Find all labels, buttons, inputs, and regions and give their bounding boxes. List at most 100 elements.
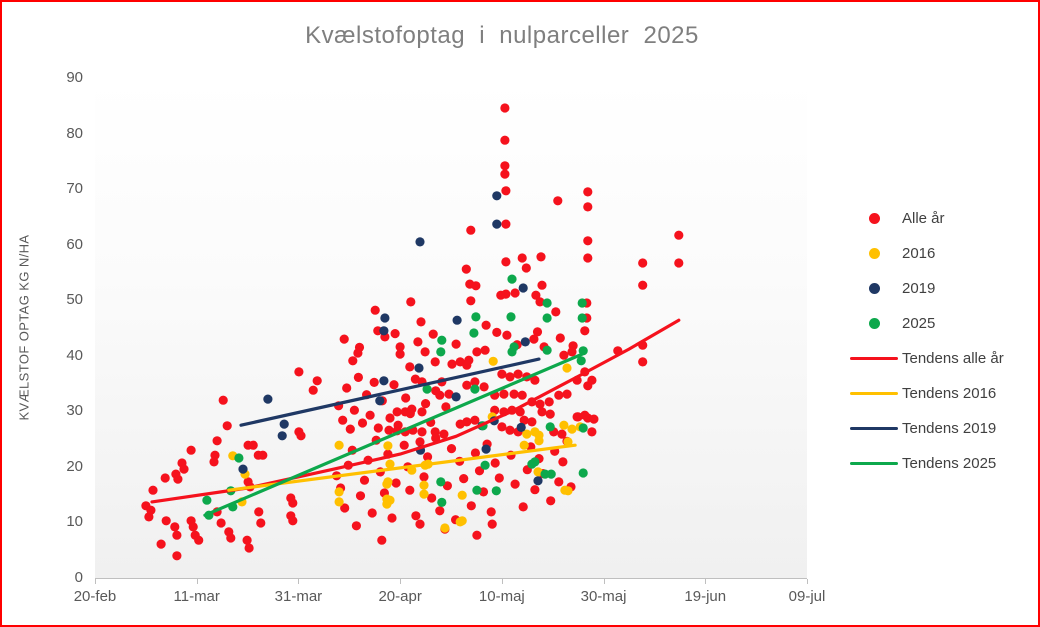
scatter-point <box>520 337 530 347</box>
scatter-point <box>379 376 389 386</box>
scatter-point <box>533 476 543 486</box>
legend-line-icon <box>848 392 900 395</box>
scatter-point <box>500 161 510 171</box>
scatter-point <box>513 369 523 379</box>
scatter-point <box>423 452 433 462</box>
scatter-point <box>530 485 540 495</box>
scatter-point <box>357 418 368 428</box>
scatter-point <box>522 429 532 439</box>
dot-marker <box>868 283 880 294</box>
scatter-point <box>501 186 511 196</box>
scatter-point <box>369 377 379 387</box>
scatter-point <box>510 479 520 489</box>
legend-line-icon <box>848 462 900 465</box>
scatter-point <box>146 505 156 515</box>
x-tick-label: 20-apr <box>378 588 422 605</box>
y-tick-label: 80 <box>66 124 83 142</box>
scatter-point <box>542 345 552 355</box>
scatter-point <box>382 479 392 489</box>
scatter-point <box>254 507 264 517</box>
scatter-point <box>519 440 529 450</box>
scatter-point <box>345 424 355 434</box>
x-tick-label: 11-mar <box>173 588 220 605</box>
y-tick-label: 40 <box>66 346 83 364</box>
scatter-point <box>563 437 573 447</box>
y-tick-label: 90 <box>66 69 83 86</box>
scatter-point <box>383 441 393 451</box>
scatter-point <box>296 431 306 441</box>
scatter-point <box>338 415 348 425</box>
scatter-point <box>415 519 425 529</box>
scatter-point <box>405 409 415 419</box>
scatter-point <box>501 257 511 267</box>
legend-item: Tendens 2019 <box>848 411 1004 446</box>
legend-dot-icon <box>848 248 900 259</box>
scatter-point <box>226 533 236 543</box>
x-tick-label: 10-maj <box>478 588 525 605</box>
legend-item: 2016 <box>848 236 1004 271</box>
scatter-point <box>365 410 375 420</box>
scatter-point <box>490 458 500 468</box>
scatter-point <box>359 475 370 485</box>
scatter-point <box>212 436 222 446</box>
scatter-point <box>638 280 648 290</box>
scatter-point <box>294 367 304 377</box>
scatter-point <box>535 399 545 409</box>
scatter-point <box>431 386 441 396</box>
scatter-point <box>472 485 482 495</box>
scatter-point <box>415 437 425 447</box>
legend-label: Alle år <box>902 210 945 227</box>
scatter-point <box>170 522 180 532</box>
plot-area-background <box>95 78 807 579</box>
scatter-point <box>342 383 352 393</box>
scatter-point <box>160 473 170 483</box>
scatter-point <box>437 497 447 507</box>
x-tick-label: 30-maj <box>580 588 627 605</box>
scatter-point <box>674 230 684 240</box>
scatter-point <box>472 347 482 357</box>
scatter-point <box>545 409 555 419</box>
scatter-point <box>413 337 423 347</box>
scatter-point <box>497 369 507 379</box>
scatter-point <box>534 436 544 446</box>
scatter-point <box>471 312 481 322</box>
scatter-point <box>535 297 545 307</box>
scatter-point <box>502 330 512 340</box>
scatter-point <box>577 298 587 308</box>
legend-line-icon <box>848 427 900 430</box>
scatter-point <box>567 347 577 357</box>
scatter-point <box>531 290 541 300</box>
legend-item: 2025 <box>848 306 1004 341</box>
scatter-point <box>576 356 586 366</box>
y-tick-label: 20 <box>66 457 83 475</box>
scatter-point <box>436 347 446 357</box>
scatter-point <box>466 296 476 306</box>
scatter-point <box>560 485 570 495</box>
scatter-point <box>389 380 399 390</box>
scatter-point <box>529 334 539 344</box>
scatter-point <box>419 472 429 482</box>
scatter-point <box>390 329 400 339</box>
scatter-point <box>518 283 528 293</box>
scatter-point <box>161 516 171 526</box>
scatter-point <box>202 495 212 505</box>
x-tick-mark <box>603 579 605 584</box>
scatter-point <box>580 410 590 420</box>
scatter-point <box>557 429 567 439</box>
scatter-point <box>279 419 289 429</box>
scatter-point <box>172 530 182 540</box>
scatter-point <box>462 417 472 427</box>
scatter-point <box>340 503 350 513</box>
scatter-point <box>436 477 446 487</box>
scatter-point <box>148 485 158 495</box>
scatter-point <box>334 440 344 450</box>
scatter-point <box>472 530 482 540</box>
scatter-point <box>277 431 287 441</box>
scatter-point <box>559 420 569 430</box>
scatter-point <box>339 334 349 344</box>
scatter-point <box>578 423 588 433</box>
scatter-point <box>545 422 555 432</box>
line-marker <box>850 462 898 465</box>
scatter-point <box>457 490 467 500</box>
